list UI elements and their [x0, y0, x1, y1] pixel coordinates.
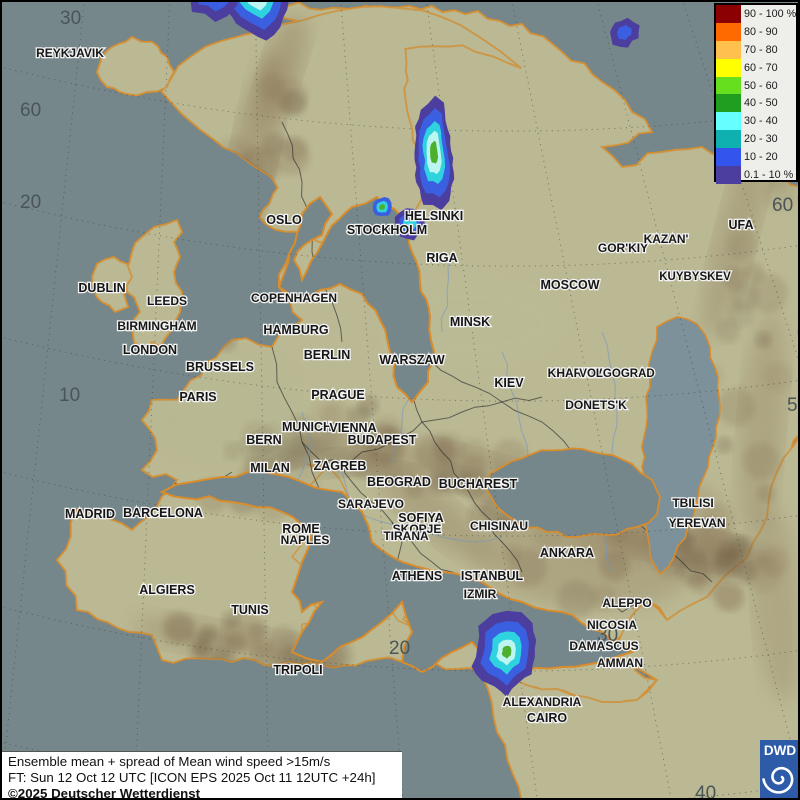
svg-text:ANKARA: ANKARA — [540, 546, 594, 560]
svg-text:IZMIR: IZMIR — [464, 587, 497, 601]
svg-text:AMMAN: AMMAN — [597, 656, 643, 670]
svg-text:NICOSIA: NICOSIA — [587, 618, 637, 632]
svg-text:TUNIS: TUNIS — [231, 603, 269, 617]
svg-text:BUDAPEST: BUDAPEST — [348, 433, 417, 447]
svg-text:KIEV: KIEV — [494, 376, 524, 390]
svg-text:REYKJAVIK: REYKJAVIK — [36, 46, 104, 60]
svg-text:MILAN: MILAN — [250, 461, 290, 475]
svg-text:MADRID: MADRID — [65, 507, 115, 521]
svg-text:STOCKHOLM: STOCKHOLM — [347, 223, 427, 237]
svg-text:TRIPOLI: TRIPOLI — [273, 663, 322, 677]
svg-text:HELSINKI: HELSINKI — [405, 209, 463, 223]
svg-text:40: 40 — [695, 783, 716, 798]
svg-text:DWD: DWD — [764, 743, 796, 758]
svg-text:UFA: UFA — [729, 218, 754, 232]
svg-text:BUCHAREST: BUCHAREST — [439, 477, 518, 491]
svg-text:LEEDS: LEEDS — [147, 294, 187, 308]
svg-text:KAZAN': KAZAN' — [644, 232, 689, 246]
svg-text:DUBLIN: DUBLIN — [78, 281, 125, 295]
svg-text:BARCELONA: BARCELONA — [123, 506, 203, 520]
svg-text:50: 50 — [787, 395, 798, 416]
svg-text:20: 20 — [20, 192, 41, 213]
svg-text:PARIS: PARIS — [179, 390, 216, 404]
svg-text:ISTANBUL: ISTANBUL — [461, 569, 524, 583]
svg-text:TIRANA: TIRANA — [383, 529, 429, 543]
svg-text:ATHENS: ATHENS — [392, 569, 442, 583]
svg-text:YEREVAN: YEREVAN — [668, 516, 725, 530]
svg-text:SARAJEVO: SARAJEVO — [338, 497, 404, 511]
svg-text:DAMASCUS: DAMASCUS — [569, 639, 638, 653]
svg-text:BEOGRAD: BEOGRAD — [367, 475, 431, 489]
svg-text:HAMBURG: HAMBURG — [263, 323, 328, 337]
svg-text:BIRMINGHAM: BIRMINGHAM — [117, 319, 196, 333]
svg-text:NAPLES: NAPLES — [281, 533, 330, 547]
svg-text:VOLGOGRAD: VOLGOGRAD — [579, 368, 654, 380]
svg-text:60: 60 — [772, 195, 793, 216]
svg-text:LONDON: LONDON — [123, 343, 177, 357]
svg-text:ALGIERS: ALGIERS — [139, 583, 195, 597]
svg-text:RIGA: RIGA — [426, 251, 457, 265]
svg-text:ZAGREB: ZAGREB — [314, 459, 367, 473]
svg-text:30: 30 — [60, 8, 81, 29]
svg-text:GOR'KIY: GOR'KIY — [598, 241, 648, 255]
svg-text:60: 60 — [20, 100, 41, 121]
svg-text:DONETS'K: DONETS'K — [565, 398, 627, 412]
svg-text:BRUSSELS: BRUSSELS — [186, 360, 254, 374]
svg-text:MUNICH: MUNICH — [282, 420, 332, 434]
svg-text:20: 20 — [389, 638, 410, 659]
svg-text:WARSZAW: WARSZAW — [379, 353, 444, 367]
svg-text:ALEXANDRIA: ALEXANDRIA — [503, 695, 582, 709]
svg-text:10: 10 — [59, 385, 80, 406]
svg-text:CAIRO: CAIRO — [527, 711, 568, 725]
svg-text:BERN: BERN — [246, 433, 281, 447]
svg-text:PRAGUE: PRAGUE — [311, 388, 364, 402]
svg-text:TBILISI: TBILISI — [672, 496, 713, 510]
svg-text:KUYBYSKEV: KUYBYSKEV — [659, 271, 731, 283]
svg-text:CHISINAU: CHISINAU — [470, 519, 528, 533]
svg-text:BERLIN: BERLIN — [304, 348, 351, 362]
svg-text:MINSK: MINSK — [450, 315, 490, 329]
svg-text:ALEPPO: ALEPPO — [602, 596, 651, 610]
svg-text:MOSCOW: MOSCOW — [540, 278, 599, 292]
svg-text:OSLO: OSLO — [266, 213, 302, 227]
svg-text:COPENHAGEN: COPENHAGEN — [251, 291, 337, 305]
